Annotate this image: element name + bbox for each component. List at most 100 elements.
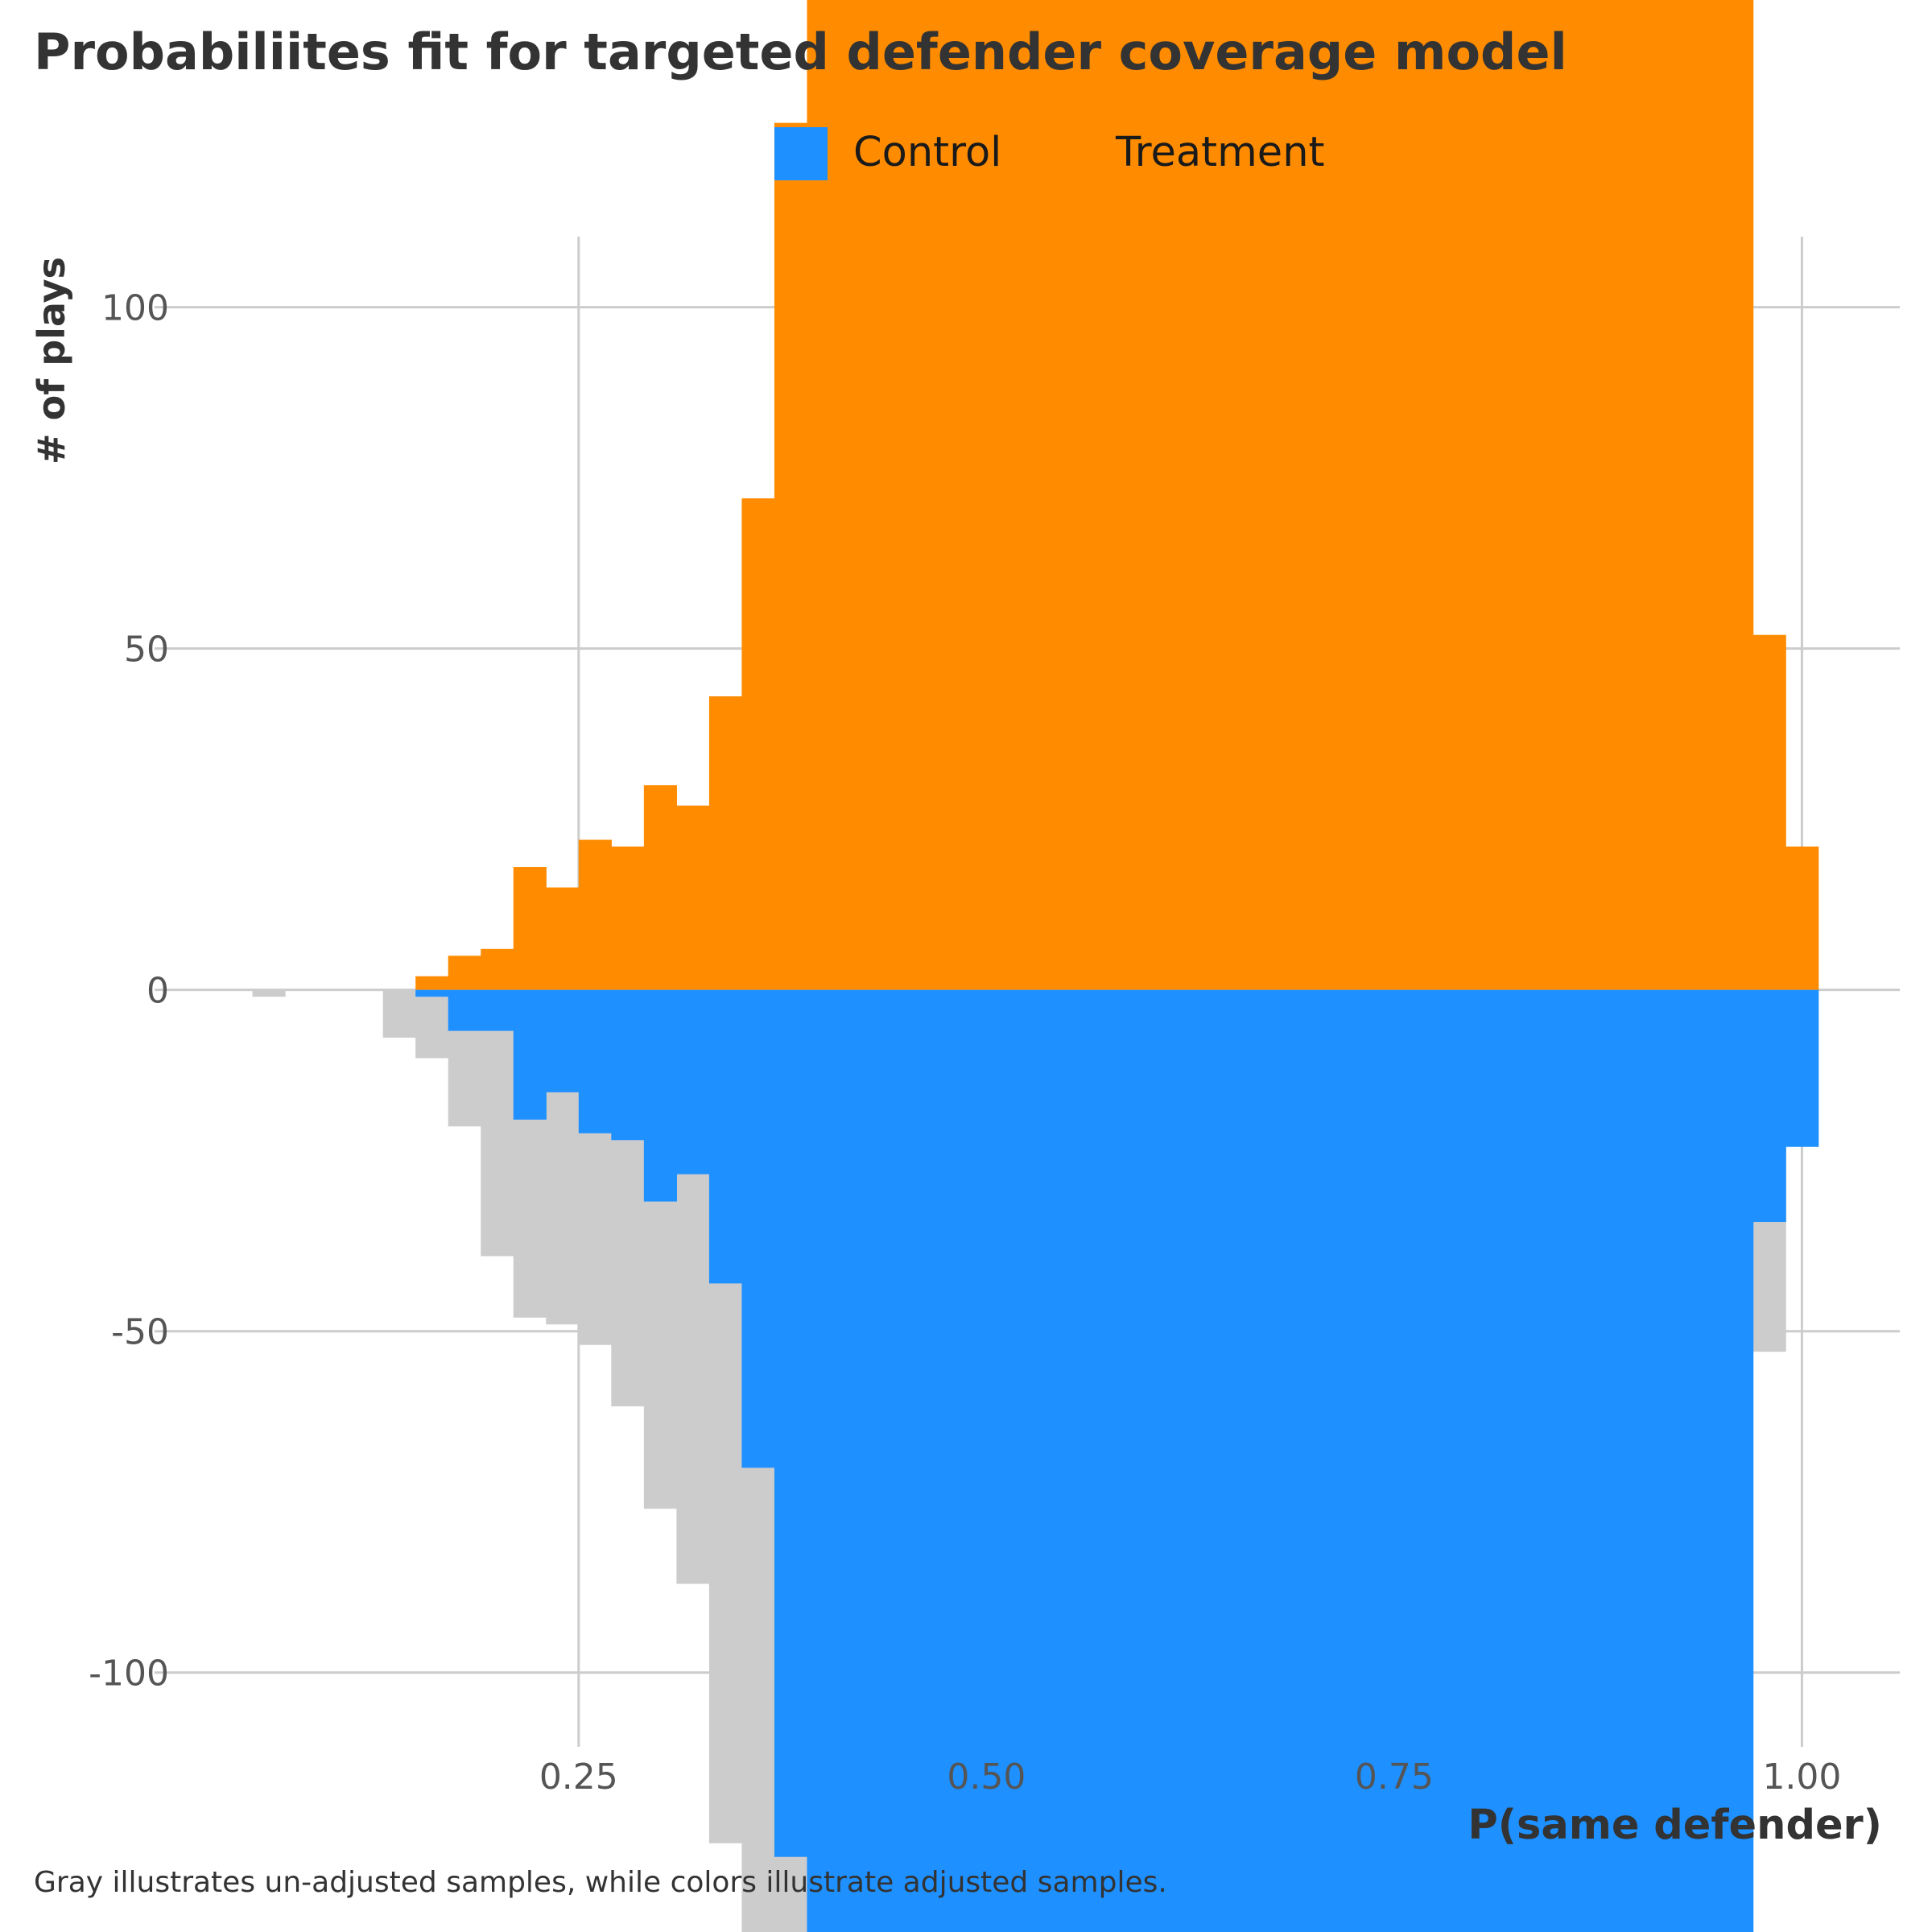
control-bar [741,989,775,1468]
treatment-bar [1492,0,1525,990]
treatment-bar [905,0,939,990]
treatment-bar [708,696,743,990]
treatment-bar [676,805,710,990]
control-bar [1361,989,1395,1932]
y-tick-label: -50 [111,1312,169,1353]
control-bar [937,989,971,1932]
treatment-bar [1328,0,1362,990]
unadjusted-bar [481,989,514,1257]
control-bar [1524,989,1558,1932]
legend-label-control: Control [853,129,1001,176]
treatment-bar [1393,0,1428,990]
tick-labels: -100 -50 0 50 100 0.25 0.50 0.75 1.00 [89,288,1841,1798]
control-bar [872,989,906,1932]
control-bar [676,989,710,1174]
control-bar [611,989,645,1141]
treatment-bar [1655,0,1689,990]
control-bar [1752,989,1786,1223]
x-tick-label: 0.25 [539,1757,618,1798]
y-tick-label: 100 [101,288,169,329]
control-bar [546,989,580,1092]
control-bar [905,989,939,1932]
x-tick-label: 0.75 [1355,1757,1434,1798]
control-bar [1720,989,1754,1932]
y-tick-label: 50 [124,630,169,671]
control-bar [807,989,840,1932]
treatment-bar [1231,0,1265,990]
treatment-bar [1524,0,1558,990]
treatment-bar [1687,0,1721,990]
control-bar [1166,989,1199,1932]
treatment-bar [937,0,971,990]
chart-title: Probabiliites fit for targeted defender … [34,23,1567,81]
treatment-bar [1166,0,1199,990]
control-bar [1100,989,1134,1932]
treatment-bar [481,948,514,990]
control-bar [1393,989,1428,1932]
legend: Control Treatment [774,127,1325,180]
treatment-bar [1720,0,1754,990]
treatment-bar [1459,0,1493,990]
histogram-bars [252,0,1819,1932]
treatment-bar [1590,0,1624,990]
legend-label-treatment: Treatment [1115,129,1325,176]
control-bar [1198,989,1232,1932]
treatment-bar [1002,0,1036,990]
treatment-bar [774,122,808,990]
control-bar [1590,989,1624,1932]
control-bar [1785,989,1819,1147]
control-bar [415,989,449,997]
control-bar [513,989,547,1120]
treatment-bar [1361,0,1395,990]
y-axis-title: # of plays [30,257,73,464]
treatment-bar [1752,634,1786,990]
treatment-bar [1263,0,1297,990]
control-bar [448,989,481,1031]
treatment-bar [415,976,449,990]
y-tick-label: -100 [89,1653,169,1695]
control-bar [1328,989,1362,1932]
treatment-bar [1100,0,1134,990]
control-bar [1263,989,1297,1932]
treatment-bar [1133,0,1166,990]
treatment-bar [1557,0,1591,990]
x-axis-title: P(same defender) [1468,1802,1882,1849]
unadjusted-bar [415,989,449,1059]
treatment-bar [872,0,906,990]
x-tick-label: 1.00 [1762,1757,1841,1798]
treatment-bar [448,956,481,990]
treatment-bar [611,846,645,990]
control-bar [839,989,873,1932]
control-bar [1133,989,1166,1932]
control-bar [970,989,1004,1932]
control-bar [1296,989,1330,1932]
treatment-bar [1296,0,1330,990]
legend-swatch-control [774,127,828,180]
legend-swatch-treatment [1046,127,1100,180]
treatment-bar [1426,0,1460,990]
treatment-bar [513,867,547,990]
treatment-bar [839,0,873,990]
control-bar [1687,989,1721,1932]
y-tick-label: 0 [147,971,169,1012]
unadjusted-bar [252,989,286,997]
control-bar [1492,989,1525,1932]
control-bar [1622,989,1656,1932]
control-bar [578,989,612,1133]
control-bar [1557,989,1591,1932]
treatment-bar [1785,846,1819,990]
control-bar [1067,989,1101,1932]
control-bar [1655,989,1689,1932]
control-bar [1231,989,1265,1932]
treatment-bar [970,0,1004,990]
treatment-bar [1622,0,1656,990]
treatment-bar [546,887,580,990]
control-bar [1002,989,1036,1932]
control-bar [481,989,514,1031]
control-bar [774,989,808,1857]
treatment-bar [1198,0,1232,990]
treatment-bar [643,785,677,990]
control-bar [643,989,677,1202]
control-bar [1459,989,1493,1932]
